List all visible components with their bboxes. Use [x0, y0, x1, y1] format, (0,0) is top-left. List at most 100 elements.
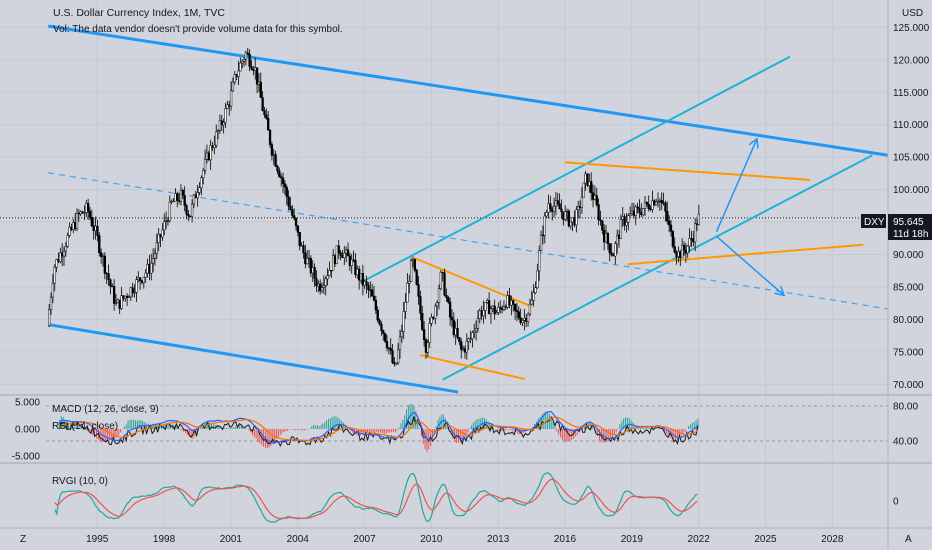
symbol-badge: [861, 214, 886, 228]
candle-body: [541, 234, 545, 237]
candle-body: [125, 295, 129, 298]
rvgi-legend[interactable]: RVGI (10, 0): [52, 476, 108, 487]
trend-drawings[interactable]: [47, 24, 889, 394]
candle-body: [99, 252, 103, 257]
candle-body: [391, 350, 394, 363]
candle-body: [422, 329, 426, 341]
candle-body: [48, 309, 51, 327]
candle-body: [298, 231, 301, 246]
candle-body: [213, 144, 216, 149]
candle-body: [536, 270, 539, 288]
candle-body: [489, 308, 493, 315]
candle-body: [610, 252, 613, 256]
candle-body: [324, 278, 327, 286]
candle-body: [348, 255, 352, 267]
trend-line[interactable]: [48, 172, 889, 310]
projection-arrow[interactable]: [715, 140, 756, 233]
candle-body: [512, 300, 515, 305]
candle-body: [491, 305, 494, 309]
candle-body: [682, 244, 686, 251]
candle-body: [118, 299, 121, 309]
candle-body: [521, 320, 524, 323]
candle-body: [629, 213, 632, 216]
candle-body: [606, 233, 610, 244]
candle-body: [497, 307, 500, 313]
candle-body: [625, 221, 628, 226]
price-tick-label: 90.000: [893, 250, 924, 261]
candle-body: [148, 264, 151, 274]
candle-body: [267, 118, 270, 131]
candle-body: [573, 217, 576, 226]
candle-body: [448, 301, 452, 318]
rvgi-pane[interactable]: [0, 464, 888, 528]
price-pane[interactable]: [0, 0, 888, 394]
price-tick-label: 120.000: [893, 55, 930, 66]
trend-line[interactable]: [47, 323, 459, 394]
candle-body: [103, 255, 106, 274]
candle-body: [614, 243, 617, 257]
candle-body: [320, 287, 324, 292]
candle-body: [278, 170, 281, 178]
candle-body: [370, 289, 374, 297]
candle-body: [138, 277, 142, 281]
candle-body: [77, 212, 81, 215]
candle-body: [584, 173, 587, 184]
candle-body: [458, 337, 461, 342]
candle-body: [209, 145, 212, 161]
candle-body: [96, 225, 99, 236]
auto-scale-button[interactable]: A: [905, 534, 912, 545]
candle-body: [345, 249, 348, 254]
candle-body: [645, 201, 649, 205]
candle-body: [482, 310, 485, 317]
candle-body: [203, 158, 207, 171]
candle-body: [560, 208, 563, 213]
candle-body: [157, 234, 160, 244]
candle-body: [363, 281, 366, 286]
candle-body: [638, 207, 641, 213]
candle-body: [430, 316, 433, 324]
candle-body: [343, 252, 346, 258]
rsi-legend[interactable]: RSI (14, close): [52, 421, 118, 432]
price-axis[interactable]: [888, 0, 932, 528]
candle-body: [465, 341, 468, 353]
candle-body: [73, 222, 77, 229]
trend-line[interactable]: [364, 55, 791, 282]
candle-body: [112, 286, 116, 304]
candle-body: [261, 97, 264, 111]
candle-body: [333, 255, 337, 265]
candle-body: [293, 215, 296, 219]
candle-body: [79, 211, 82, 215]
currency-label: USD: [902, 8, 923, 19]
candle-body: [480, 310, 483, 317]
macd-legend[interactable]: MACD (12, 26, close, 9): [52, 404, 159, 415]
candle-body: [124, 295, 127, 299]
candle-body: [582, 182, 585, 198]
candle-body: [137, 277, 140, 280]
candle-body: [94, 225, 97, 231]
candle-body: [205, 152, 209, 160]
trend-line[interactable]: [564, 161, 811, 181]
candle-body: [621, 216, 624, 220]
time-tick-label: 2016: [554, 534, 577, 545]
time-axis[interactable]: [0, 528, 932, 550]
candle-body: [280, 176, 283, 179]
macd-tick-label: -5.000: [12, 452, 41, 463]
candle-body: [211, 145, 214, 149]
candle-body: [504, 306, 507, 308]
projection-arrow[interactable]: [715, 235, 783, 294]
trend-line[interactable]: [442, 154, 873, 381]
trend-line[interactable]: [627, 243, 864, 266]
candle-body: [281, 177, 285, 184]
trend-line[interactable]: [413, 256, 532, 308]
last-price-text: 95.645: [893, 217, 924, 228]
candle-body: [647, 204, 650, 210]
zoom-toggle-button[interactable]: Z: [20, 534, 26, 545]
candle-body: [591, 192, 595, 200]
candle-body: [337, 245, 340, 253]
candle-body: [86, 203, 90, 212]
candle-body: [460, 341, 463, 350]
candle-body: [549, 203, 552, 210]
trend-line[interactable]: [419, 354, 526, 381]
trend-line[interactable]: [47, 24, 889, 157]
